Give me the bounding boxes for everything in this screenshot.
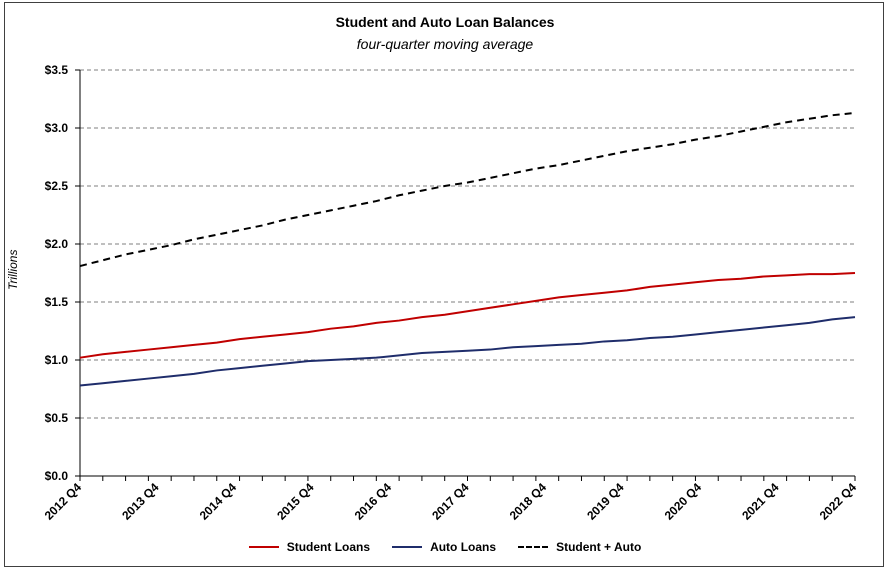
grid-lines <box>80 69 855 419</box>
chart-subtitle: four-quarter moving average <box>356 36 534 52</box>
legend: Student Loans Auto Loans Student + Auto <box>0 540 890 554</box>
x-tick-labels: 2012 Q4 2013 Q4 2014 Q4 2015 Q4 2016 Q4 2017 … <box>42 480 860 523</box>
x-tick-label: 2012 Q4 <box>42 480 85 523</box>
y-tick-label: $0.5 <box>45 411 69 425</box>
x-tick-label: 2020 Q4 <box>662 480 705 523</box>
legend-item: Student Loans <box>248 540 371 554</box>
series-line-student-auto <box>79 111 856 268</box>
legend-label: Student + Auto <box>556 540 642 554</box>
legend-item: Student + Auto <box>518 540 641 554</box>
legend-label: Student Loans <box>286 540 371 554</box>
series-line-auto-loans <box>79 316 856 387</box>
y-tick-label: $0.0 <box>45 469 69 483</box>
axes <box>75 69 856 481</box>
legend-swatch <box>518 546 549 548</box>
x-tick-label: 2022 Q4 <box>817 480 860 523</box>
chart-frame <box>4 2 884 567</box>
x-tick-label: 2021 Q4 <box>739 480 782 523</box>
x-tick-label: 2014 Q4 <box>197 480 240 523</box>
x-tick-label: 2015 Q4 <box>274 480 317 523</box>
chart-title: Student and Auto Loan Balances <box>335 14 555 30</box>
x-tick-label: 2017 Q4 <box>429 480 472 523</box>
x-tick-label: 2013 Q4 <box>119 480 162 523</box>
series-lines <box>79 111 856 387</box>
y-tick-labels: $0.0 $0.5 $1.0 $1.5 $2.0 $2.5 $3.0 $3.5 <box>45 63 69 483</box>
legend-label: Auto Loans <box>430 540 497 554</box>
y-tick-label: $1.0 <box>45 353 69 367</box>
x-tick-label: 2018 Q4 <box>507 480 550 523</box>
x-tick-label: 2019 Q4 <box>584 480 627 523</box>
legend-swatch <box>392 546 423 548</box>
series-line-student-loans <box>79 272 856 359</box>
y-tick-label: $1.5 <box>45 295 69 309</box>
y-tick-label: $2.0 <box>45 237 69 251</box>
legend-swatch <box>248 546 279 548</box>
x-tick-label: 2016 Q4 <box>352 480 395 523</box>
y-tick-label: $3.0 <box>45 121 69 135</box>
legend-item: Auto Loans <box>392 540 496 554</box>
y-tick-label: $3.5 <box>45 63 69 77</box>
y-tick-label: $2.5 <box>45 179 69 193</box>
